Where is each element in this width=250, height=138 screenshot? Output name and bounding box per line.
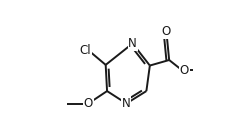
Text: N: N [122, 97, 131, 110]
Text: N: N [128, 37, 137, 50]
Text: O: O [180, 64, 189, 77]
Text: Cl: Cl [80, 44, 92, 57]
Text: O: O [84, 97, 93, 110]
Text: O: O [162, 25, 171, 38]
